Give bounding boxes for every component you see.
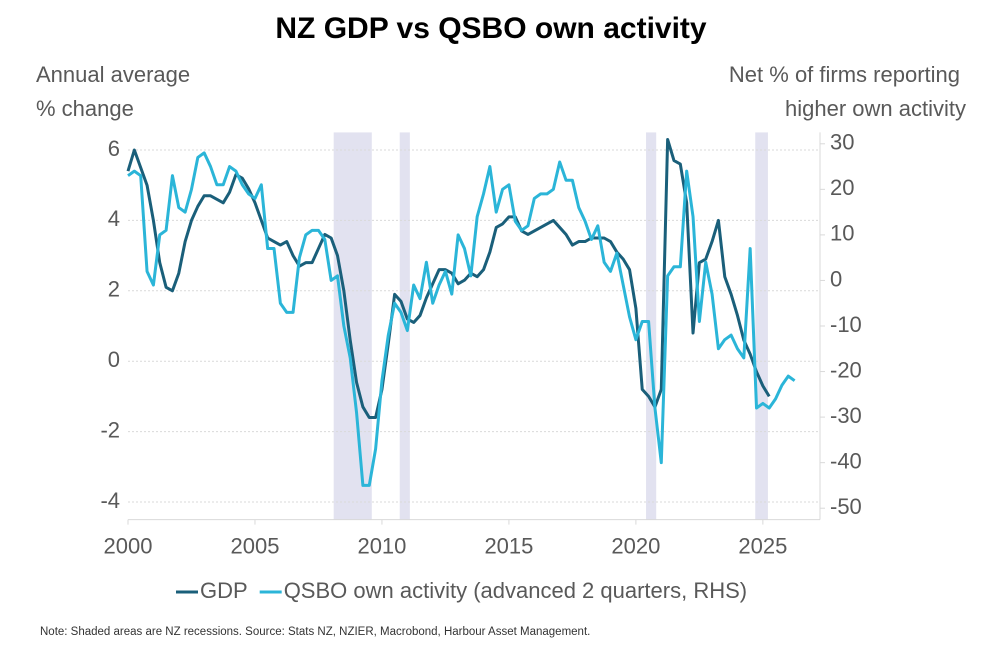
note: Note: Shaded areas are NZ recessions. So… bbox=[40, 626, 590, 638]
y2-axis-label: Net % of firms reporting bbox=[729, 62, 960, 87]
x-tick-label: 2000 bbox=[104, 533, 153, 558]
y2-tick-label: -10 bbox=[830, 312, 862, 337]
x-tick-label: 2025 bbox=[738, 533, 787, 558]
y2-tick-label: 20 bbox=[830, 175, 854, 200]
chart-title: NZ GDP vs QSBO own activity bbox=[275, 12, 707, 45]
y2-tick-label: 10 bbox=[830, 221, 854, 246]
y-tick-label: -2 bbox=[100, 417, 120, 442]
x-tick-label: 2020 bbox=[611, 533, 660, 558]
x-tick-label: 2015 bbox=[484, 533, 533, 558]
y2-tick-label: -20 bbox=[830, 357, 862, 382]
recession-band bbox=[755, 132, 768, 520]
y-axis-label: % change bbox=[36, 96, 134, 121]
y2-tick-label: 0 bbox=[830, 266, 842, 291]
y-tick-label: -4 bbox=[100, 488, 120, 513]
y-axis-label: Annual average bbox=[36, 62, 190, 87]
y-tick-label: 2 bbox=[108, 277, 120, 302]
y-tick-label: 0 bbox=[108, 347, 120, 372]
x-tick-label: 2005 bbox=[230, 533, 279, 558]
y-tick-label: 4 bbox=[108, 206, 120, 231]
y2-tick-label: -30 bbox=[830, 403, 862, 428]
legend-label: GDP bbox=[200, 578, 248, 603]
y-tick-label: 6 bbox=[108, 136, 120, 161]
x-tick-label: 2010 bbox=[357, 533, 406, 558]
recession-band bbox=[646, 132, 657, 520]
legend-label: QSBO own activity (advanced 2 quarters, … bbox=[284, 578, 747, 603]
recession-band bbox=[333, 132, 372, 520]
y2-tick-label: -50 bbox=[830, 494, 862, 519]
series-line bbox=[126, 137, 771, 420]
y2-tick-label: 30 bbox=[830, 130, 854, 155]
y2-axis-label: higher own activity bbox=[785, 96, 966, 121]
series-line bbox=[127, 151, 796, 487]
y2-tick-label: -40 bbox=[830, 448, 862, 473]
